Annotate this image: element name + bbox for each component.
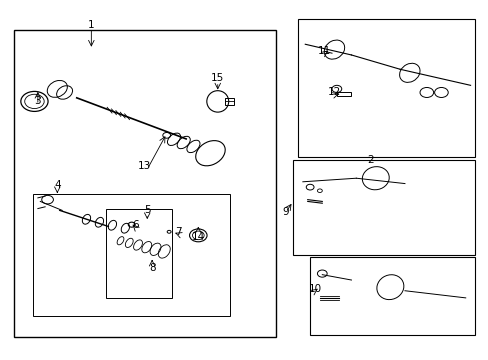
Bar xyxy=(297,19,474,157)
Bar xyxy=(224,98,233,105)
Text: 4: 4 xyxy=(54,180,61,190)
Text: 9: 9 xyxy=(282,207,288,217)
Bar xyxy=(33,194,229,316)
Text: 12: 12 xyxy=(327,87,340,98)
Text: 15: 15 xyxy=(211,73,224,83)
Text: 6: 6 xyxy=(132,220,138,230)
Bar xyxy=(336,92,351,96)
Text: 8: 8 xyxy=(148,262,155,273)
Text: 2: 2 xyxy=(367,156,373,165)
Text: 14: 14 xyxy=(191,232,204,242)
Bar xyxy=(309,257,474,336)
Text: 7: 7 xyxy=(175,227,182,237)
Text: 5: 5 xyxy=(143,205,150,215)
Text: 1: 1 xyxy=(88,19,95,30)
Text: 3: 3 xyxy=(35,96,41,107)
Text: 13: 13 xyxy=(138,161,151,171)
Text: 11: 11 xyxy=(318,46,331,57)
Text: 10: 10 xyxy=(308,284,321,294)
Bar xyxy=(106,208,171,298)
Bar xyxy=(14,30,276,337)
Bar xyxy=(292,160,474,255)
